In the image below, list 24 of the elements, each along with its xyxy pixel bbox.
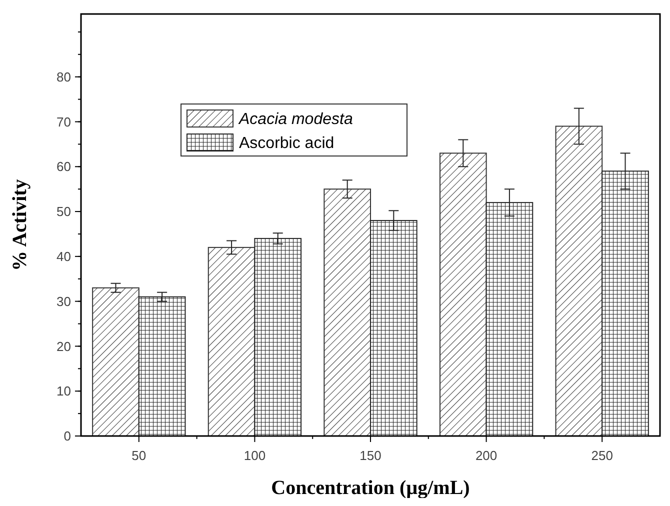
x-tick-label: 150 [360, 448, 382, 463]
x-tick-label: 50 [132, 448, 146, 463]
legend-label: Acacia modesta [238, 111, 353, 128]
bar [324, 188, 371, 436]
x-tick-label: 100 [244, 448, 266, 463]
y-tick-label: 30 [56, 294, 71, 309]
bar [208, 246, 256, 436]
x-tick-label: 250 [591, 448, 613, 463]
y-tick-label: 10 [56, 384, 71, 399]
y-tick-label: 70 [56, 114, 71, 130]
x-tick-label: 200 [475, 448, 498, 463]
bar [92, 287, 140, 436]
y-tick-label: 20 [56, 338, 71, 354]
y-tick-label: 50 [56, 204, 71, 220]
y-tick-label: 60 [56, 159, 71, 174]
y-tick-label: 80 [56, 69, 71, 84]
y-tick-label: 0 [64, 428, 71, 444]
y-tick-label: 40 [56, 248, 71, 264]
bar [439, 152, 487, 436]
y-axis-title: % Activity [9, 179, 31, 271]
bar [138, 296, 186, 436]
bar [555, 126, 603, 436]
legend-label: Ascorbic acid [239, 135, 334, 152]
bar [254, 238, 302, 436]
